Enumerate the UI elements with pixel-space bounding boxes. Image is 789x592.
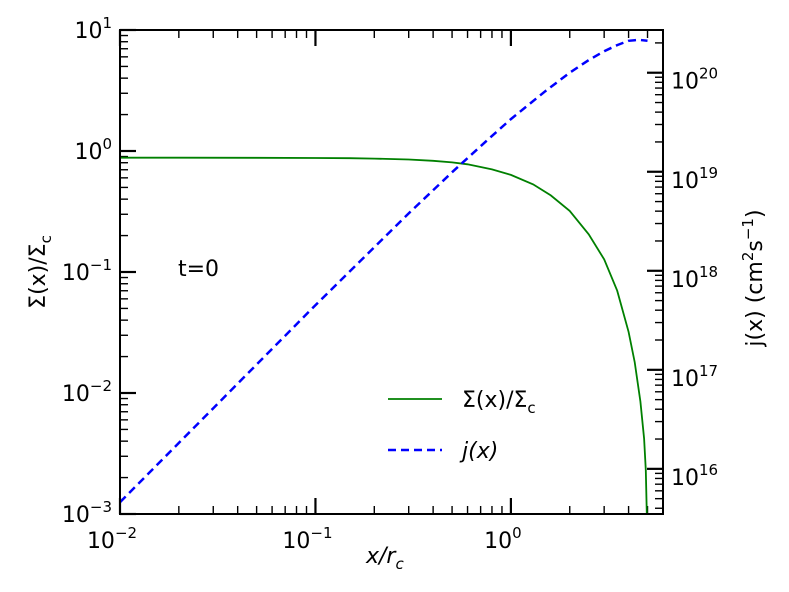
x-axis-label: x/rc xyxy=(365,544,404,573)
tick-marks xyxy=(118,28,664,516)
y-left-tick-label: 101 xyxy=(74,14,112,44)
y-right-tick-label: 1018 xyxy=(671,263,718,293)
series-sigma-line xyxy=(120,156,648,515)
y-right-tick-label: 1020 xyxy=(671,65,718,95)
plot-frame xyxy=(119,29,664,515)
x-tick-label: 10−1 xyxy=(282,524,332,554)
y-left-tick-label: 10−3 xyxy=(62,498,112,528)
x-tick-label: 10−2 xyxy=(87,524,137,554)
series-layer xyxy=(119,38,648,515)
tick-labels: 10−2 10−1 10010110010−110−210−310201019101… xyxy=(62,14,718,554)
x-tick-label: 100 xyxy=(484,524,522,554)
legend: Σ(x)/Σc j(x) xyxy=(388,388,536,464)
y-left-tick-label: 10−1 xyxy=(62,256,112,286)
y-left-tick-label: 100 xyxy=(74,135,112,165)
y-right-tick-label: 1016 xyxy=(671,461,718,491)
y-left-tick-label: 10−2 xyxy=(62,377,112,407)
annotation-text: t=0 xyxy=(178,257,219,282)
y-right-tick-label: 1017 xyxy=(671,362,718,392)
series-j-line xyxy=(119,38,648,504)
legend-label-sigma: Σ(x)/Σc xyxy=(462,388,536,417)
y-right-tick-label: 1019 xyxy=(671,164,718,194)
y-left-axis-label: Σ(x)/Σc xyxy=(26,235,55,309)
legend-label-j: j(x) xyxy=(459,439,498,464)
y-right-axis-label: j(x) (cm2s−1) xyxy=(739,209,768,347)
